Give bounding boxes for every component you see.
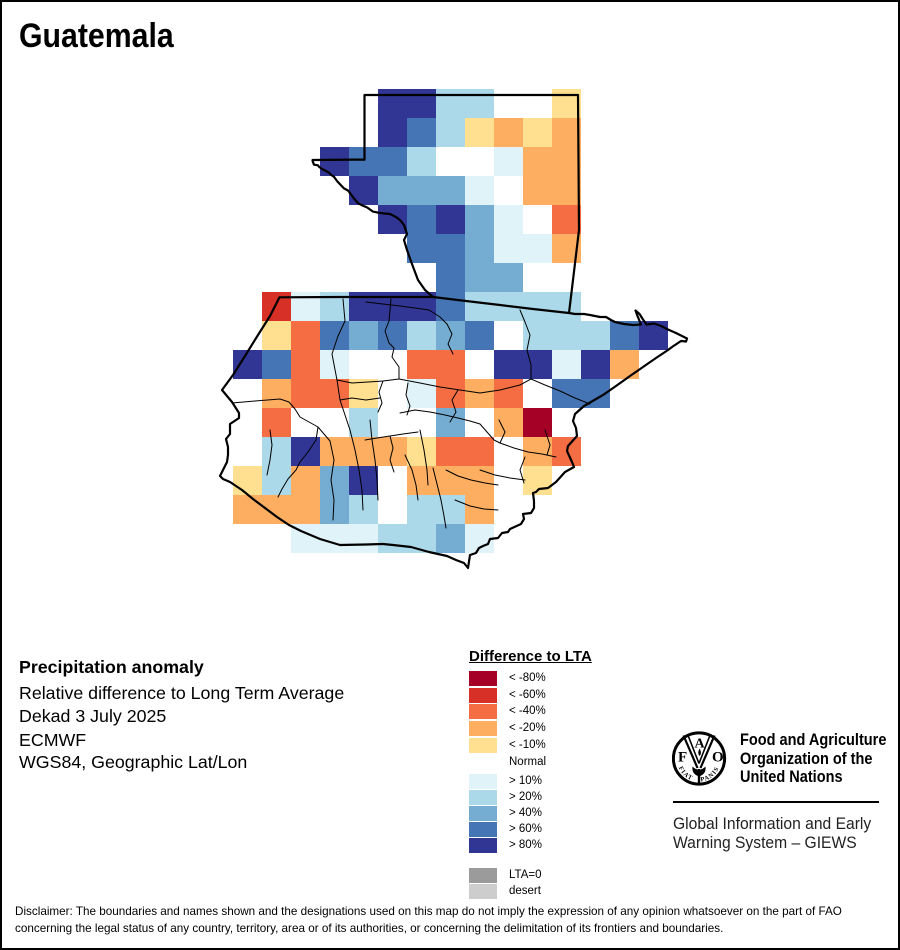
- svg-text:F: F: [678, 750, 687, 766]
- svg-text:O: O: [712, 750, 724, 766]
- svg-text:A: A: [695, 737, 706, 752]
